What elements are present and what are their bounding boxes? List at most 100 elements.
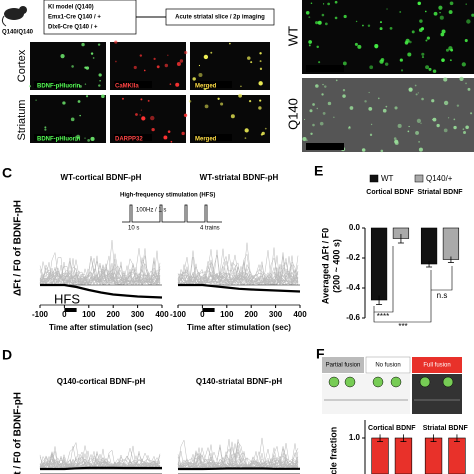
micrographs [28, 0, 474, 153]
bar [394, 437, 413, 474]
speckle [240, 85, 242, 87]
trace-texture [39, 267, 161, 286]
speckle [248, 100, 252, 103]
x-tick-label: 200 [107, 310, 121, 319]
speckle [238, 93, 243, 98]
speckle [441, 58, 445, 62]
x-tick-label: 400 [155, 310, 169, 319]
speckle [342, 94, 346, 98]
speckle [361, 148, 366, 152]
speckle [98, 73, 102, 77]
speckle [147, 99, 150, 102]
speckle [259, 99, 262, 102]
plot-title: Q140-striatal BDNF-pH [196, 377, 282, 386]
bracket [373, 246, 394, 313]
schematic [412, 374, 462, 414]
speckle [335, 79, 338, 82]
speckle [153, 57, 156, 60]
speckle [394, 106, 398, 110]
channel-label: BDNF-pHluorin [37, 137, 81, 143]
speckle [306, 139, 308, 141]
speckle [140, 98, 143, 101]
y-axis-label: icle fraction [328, 427, 338, 474]
speckle [382, 108, 387, 113]
speckle [394, 139, 399, 144]
speckle [385, 105, 388, 108]
speckle [98, 84, 101, 87]
speckle [464, 38, 468, 43]
x-tick-label: 0 [62, 310, 67, 319]
speckle [322, 3, 325, 5]
speckle [462, 128, 465, 130]
speckle [424, 10, 427, 13]
speckle [139, 114, 141, 116]
row-label: WT [285, 26, 300, 46]
speckle [415, 93, 418, 96]
speckle [258, 106, 262, 110]
significance: *** [398, 322, 407, 331]
speckle [79, 114, 81, 117]
speckle [244, 128, 249, 133]
speckle [436, 123, 440, 128]
speckle [415, 130, 419, 135]
channel-label: CaMKIIa [115, 84, 139, 90]
speckle [425, 39, 428, 42]
row-label: Cortex [16, 49, 28, 82]
speckle [176, 61, 181, 66]
y-axis-label: Averaged ΔFt / F0 [320, 228, 330, 304]
stim-bar [202, 308, 215, 312]
speckle [44, 128, 47, 131]
legend-label: Q140/+ [426, 174, 453, 183]
bar [442, 227, 460, 260]
speckle [309, 109, 313, 113]
speckle [443, 77, 448, 82]
speckle [368, 107, 373, 111]
mouse-icon [1, 6, 27, 27]
significance: **** [377, 312, 389, 321]
speckle [315, 84, 319, 88]
speckle [150, 115, 155, 121]
speckle [399, 58, 403, 62]
speckle [84, 83, 87, 85]
x-tick-label: 300 [269, 310, 283, 319]
trace-texture [39, 248, 161, 285]
speckle [393, 137, 397, 140]
speckle [181, 131, 185, 136]
x-tick-label: 300 [131, 310, 145, 319]
mean-trace [40, 283, 163, 299]
vesicles [328, 376, 454, 388]
cross: Dlx6-Cre Q140 / + [48, 25, 98, 31]
speckle [327, 101, 332, 106]
speckle [312, 103, 315, 106]
x-tick-label: 100 [220, 310, 234, 319]
x-tick-label: -100 [170, 310, 187, 319]
bar [370, 227, 388, 301]
x-tick-label: 200 [245, 310, 259, 319]
speckle [414, 84, 417, 87]
speckle [85, 95, 89, 98]
speckle [354, 42, 358, 46]
inset-box [116, 186, 228, 232]
plot-title: Q140-cortical BDNF-pH [57, 377, 146, 386]
speckle [229, 42, 231, 45]
speckle [407, 52, 412, 57]
channel-label: Merged [195, 137, 217, 143]
speckle [362, 24, 364, 27]
speckle [369, 65, 374, 70]
speckle [465, 125, 469, 130]
trace-texture [39, 256, 161, 286]
speckle [167, 130, 171, 133]
speckle [250, 61, 253, 64]
trace-texture [177, 250, 299, 286]
speckle [62, 101, 66, 105]
plot-title: WT-cortical BDNF-pH [61, 173, 142, 182]
speckle [433, 11, 438, 16]
speckle [420, 122, 422, 124]
speckle [85, 66, 90, 70]
speckle [87, 139, 90, 142]
speckle [259, 60, 262, 63]
inset-pulse: 100Hz / 1 s [136, 208, 166, 214]
panel-label: F [316, 346, 325, 362]
channel-label: DARPP32 [115, 137, 143, 143]
speckle [404, 40, 409, 45]
